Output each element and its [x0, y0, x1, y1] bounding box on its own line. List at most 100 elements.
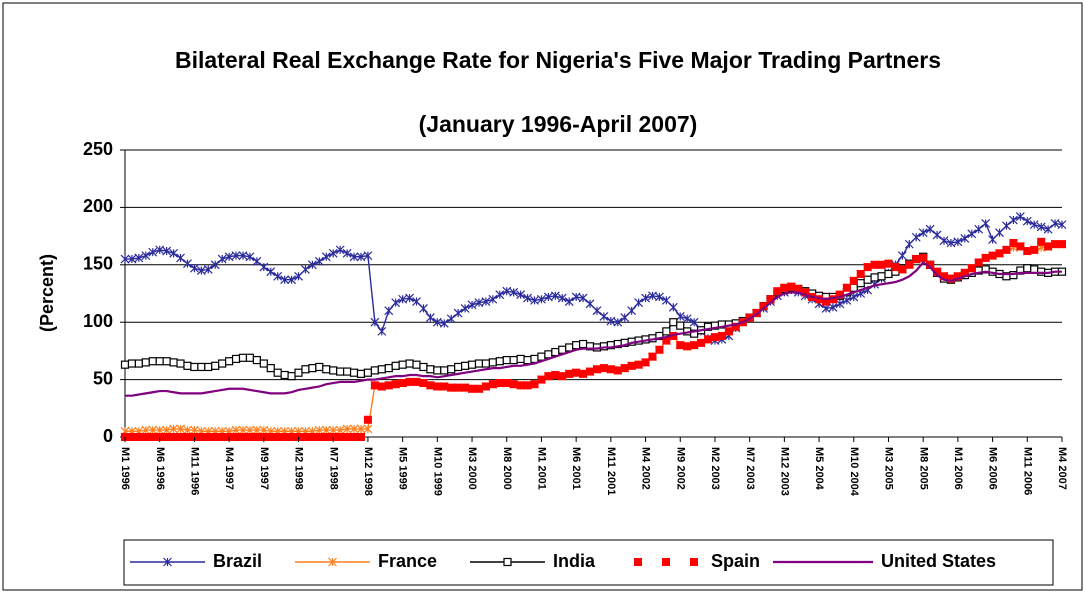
marker — [162, 357, 171, 366]
marker — [169, 433, 178, 441]
marker — [537, 294, 546, 304]
marker — [141, 433, 150, 441]
marker — [1043, 224, 1053, 234]
marker — [127, 433, 136, 441]
marker — [815, 295, 824, 304]
marker — [412, 360, 421, 369]
marker — [343, 367, 352, 376]
marker — [398, 294, 408, 304]
marker — [169, 424, 179, 434]
marker — [474, 298, 484, 308]
marker — [134, 253, 144, 263]
y-tick-label: 150 — [83, 254, 113, 274]
marker — [988, 251, 997, 260]
marker — [1022, 216, 1032, 226]
marker — [1015, 212, 1025, 222]
marker — [995, 228, 1004, 238]
marker — [426, 381, 435, 390]
marker — [801, 288, 810, 297]
marker — [641, 293, 650, 303]
marker — [384, 381, 393, 390]
marker — [461, 383, 470, 392]
marker — [828, 302, 838, 312]
marker — [127, 359, 137, 368]
line — [125, 261, 1062, 397]
marker — [454, 383, 463, 392]
marker — [675, 312, 685, 321]
marker — [648, 291, 657, 301]
marker — [183, 433, 192, 441]
y-axis-label: (Percent) — [37, 254, 57, 332]
marker — [842, 283, 851, 292]
marker — [543, 292, 553, 302]
y-tick-label: 250 — [83, 139, 113, 159]
marker — [252, 433, 261, 441]
marker — [967, 229, 977, 239]
marker — [655, 345, 664, 354]
marker — [940, 272, 949, 281]
marker — [606, 365, 615, 374]
marker — [370, 381, 379, 390]
marker — [210, 260, 220, 270]
marker — [308, 433, 317, 441]
marker — [502, 286, 512, 296]
marker — [655, 331, 664, 341]
marker — [1016, 242, 1025, 251]
legend-marker — [690, 558, 698, 566]
marker — [1037, 267, 1046, 276]
marker — [488, 380, 497, 389]
legend-symbol — [328, 557, 337, 567]
marker — [1058, 240, 1066, 249]
marker — [155, 425, 165, 435]
marker — [349, 368, 359, 377]
marker — [162, 246, 172, 256]
marker — [204, 433, 213, 441]
marker — [294, 271, 303, 281]
marker — [419, 303, 428, 313]
marker — [523, 355, 532, 365]
marker — [252, 425, 262, 435]
marker — [620, 313, 630, 323]
marker — [218, 359, 227, 368]
marker — [904, 239, 914, 249]
marker — [412, 297, 421, 306]
marker — [634, 298, 644, 308]
marker — [981, 253, 990, 262]
marker — [682, 314, 692, 324]
marker — [578, 293, 588, 303]
marker — [301, 433, 310, 441]
marker — [315, 362, 324, 372]
marker — [1050, 219, 1060, 228]
marker — [1009, 271, 1018, 280]
marker — [343, 433, 352, 441]
marker — [502, 355, 511, 365]
marker — [821, 303, 831, 313]
marker — [447, 383, 456, 392]
marker — [870, 260, 879, 269]
marker — [252, 256, 262, 266]
legend-marker — [163, 557, 172, 567]
marker — [919, 253, 928, 262]
marker — [384, 306, 394, 316]
marker — [648, 352, 657, 361]
marker — [780, 283, 789, 292]
marker — [849, 276, 858, 285]
marker — [447, 365, 456, 374]
marker — [335, 245, 345, 255]
marker — [474, 359, 484, 368]
marker — [509, 355, 518, 365]
marker — [134, 359, 143, 368]
marker — [189, 425, 199, 435]
marker — [613, 366, 622, 375]
marker — [676, 321, 685, 330]
marker — [377, 382, 386, 391]
marker — [606, 316, 616, 326]
marker — [863, 275, 872, 284]
marker — [273, 433, 282, 441]
marker — [148, 433, 157, 441]
marker — [530, 380, 539, 389]
marker — [169, 358, 178, 367]
marker — [203, 264, 213, 274]
marker — [363, 415, 372, 424]
